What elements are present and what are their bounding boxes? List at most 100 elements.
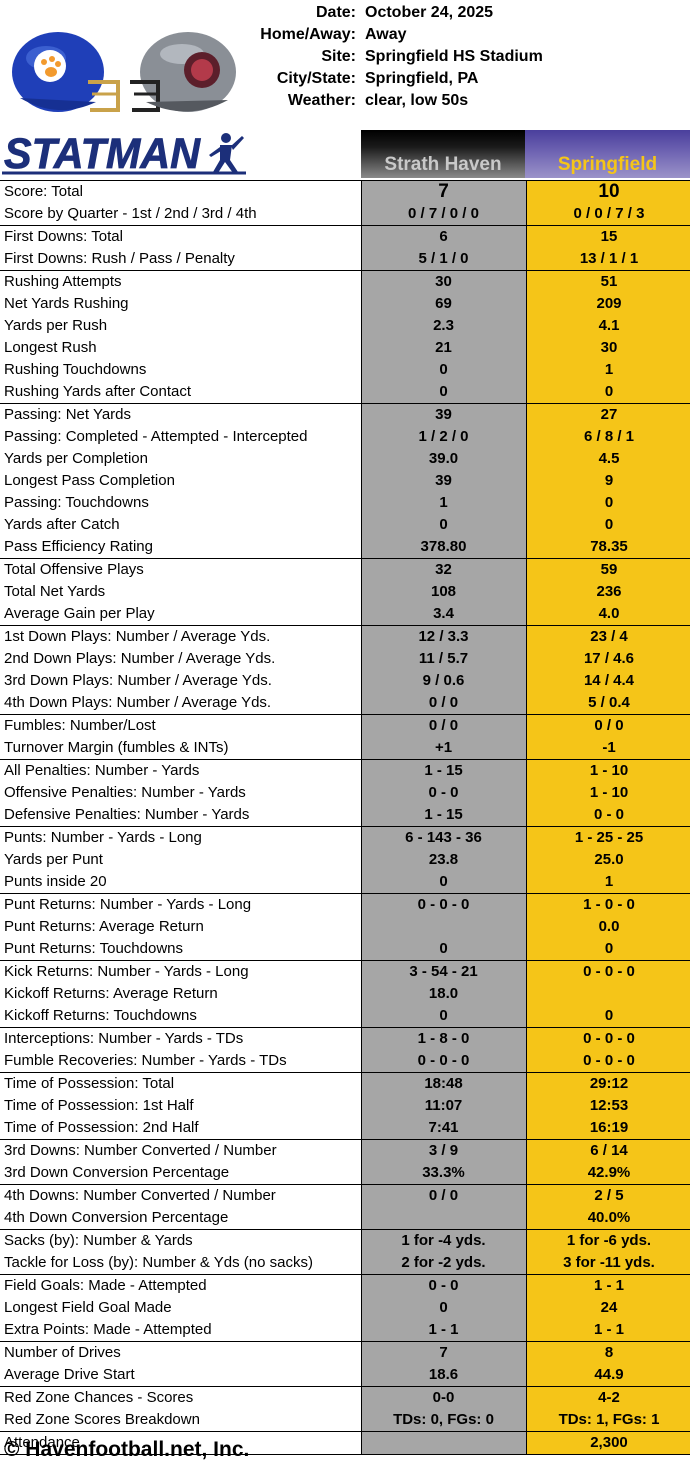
- home-value: 30: [525, 337, 690, 359]
- game-info-label: Date:: [315, 4, 356, 21]
- game-info-label: Weather:: [287, 92, 356, 109]
- stat-label: Kickoff Returns: Average Return: [4, 985, 218, 1002]
- stat-row: 1st Down Plays: Number / Average Yds. 12 …: [0, 625, 690, 648]
- away-value: 0 / 0: [360, 714, 526, 737]
- game-info-row: Home/Away: Away: [0, 25, 690, 47]
- home-value: 44.9: [525, 1364, 690, 1387]
- away-value: 3 - 54 - 21: [360, 960, 526, 983]
- stat-row: Average Drive Start 18.6 44.9: [0, 1364, 690, 1387]
- stat-label: Punt Returns: Number - Yards - Long: [0, 893, 361, 916]
- game-info: Date: October 24, 2025 Home/Away: Away Site:…: [0, 3, 690, 113]
- quarterback-icon: [209, 133, 244, 173]
- away-value: 6 - 143 - 36: [360, 826, 526, 849]
- away-value: 30: [360, 270, 526, 293]
- home-value: 209: [525, 293, 690, 315]
- stat-label: Rushing Attempts: [0, 270, 361, 293]
- game-info-row: Weather: clear, low 50s: [0, 91, 690, 113]
- home-value: 0 - 0: [525, 804, 690, 827]
- stat-label: Turnover Margin (fumbles & INTs): [4, 739, 229, 756]
- home-value: 0: [525, 492, 690, 514]
- home-value: 0.0: [525, 916, 690, 938]
- away-value: 2 for -2 yds.: [360, 1252, 526, 1275]
- stat-label: Average Gain per Play: [4, 605, 155, 622]
- stat-row: Red Zone Chances - Scores 0-0 4-2: [0, 1386, 690, 1409]
- stat-label: Fumble Recoveries: Number - Yards - TDs: [4, 1052, 287, 1069]
- home-value: 1 - 1: [525, 1319, 690, 1342]
- away-value: 21: [360, 337, 526, 359]
- stat-label: Longest Pass Completion: [4, 472, 175, 489]
- home-value: 0 / 0 / 7 / 3: [525, 203, 690, 226]
- game-info-value: Springfield HS Stadium: [365, 48, 543, 65]
- stat-row: 3rd Down Plays: Number / Average Yds. 9 /…: [0, 670, 690, 692]
- away-value: [360, 1207, 526, 1230]
- away-value: [360, 1431, 526, 1455]
- stat-row: Rushing Yards after Contact 0 0: [0, 381, 690, 404]
- away-team-header: Strath Haven: [361, 130, 525, 178]
- stat-label: Field Goals: Made - Attempted: [0, 1274, 361, 1297]
- away-value: 0 / 0: [360, 692, 526, 715]
- stats-table: Score: Total 7 10 Score by Quarter - 1st / …: [0, 180, 690, 1455]
- away-value: 6: [360, 225, 526, 248]
- home-value: 236: [525, 581, 690, 603]
- home-value: 4.0: [525, 603, 690, 626]
- home-value: 4-2: [525, 1386, 690, 1409]
- away-value: 378.80: [360, 536, 526, 559]
- stat-row: Passing: Completed - Attempted - Interce…: [0, 426, 690, 448]
- stat-row: 4th Down Plays: Number / Average Yds. 0 /…: [0, 692, 690, 715]
- home-value: 4.1: [525, 315, 690, 337]
- stat-row: Passing: Touchdowns 1 0: [0, 492, 690, 514]
- home-value: 13 / 1 / 1: [525, 248, 690, 271]
- stat-row: Time of Possession: Total 18:48 29:12: [0, 1072, 690, 1095]
- stat-label: Punts: Number - Yards - Long: [0, 826, 361, 849]
- game-info-value: clear, low 50s: [365, 92, 469, 109]
- copyright-footer: © Havenfootball.net, Inc.: [4, 1438, 250, 1461]
- home-value: 1 for -6 yds.: [525, 1229, 690, 1252]
- stat-label: Rushing Yards after Contact: [4, 383, 192, 400]
- away-value: 32: [360, 558, 526, 581]
- stat-label: 2nd Down Plays: Number / Average Yds.: [4, 650, 276, 667]
- home-team-name: Springfield: [557, 154, 658, 175]
- stat-label: Punt Returns: Average Return: [4, 918, 204, 935]
- away-value: 11 / 5.7: [360, 648, 526, 670]
- stat-label: Number of Drives: [0, 1341, 361, 1364]
- away-value: 9 / 0.6: [360, 670, 526, 692]
- home-value: 78.35: [525, 536, 690, 559]
- stat-row: 4th Down Conversion Percentage 40.0%: [0, 1207, 690, 1230]
- stat-row: Turnover Margin (fumbles & INTs) +1 -1: [0, 737, 690, 760]
- away-value: 1 for -4 yds.: [360, 1229, 526, 1252]
- game-info-label: City/State:: [276, 70, 356, 87]
- game-info-label: Site:: [321, 48, 356, 65]
- home-value: 5 / 0.4: [525, 692, 690, 715]
- team-header-row: Strath Haven Springfield: [0, 130, 690, 178]
- stat-row: Average Gain per Play 3.4 4.0: [0, 603, 690, 626]
- stat-label: Kickoff Returns: Touchdowns: [4, 1007, 197, 1024]
- stat-label: Defensive Penalties: Number - Yards: [4, 806, 250, 823]
- stat-row: Yards per Completion 39.0 4.5: [0, 448, 690, 470]
- stat-row: Defensive Penalties: Number - Yards 1 - 1…: [0, 804, 690, 827]
- away-value: 7: [360, 1341, 526, 1364]
- stat-label: Extra Points: Made - Attempted: [4, 1321, 212, 1338]
- away-value: 1 - 15: [360, 759, 526, 782]
- stat-row: Longest Field Goal Made 0 24: [0, 1297, 690, 1319]
- stat-row: 2nd Down Plays: Number / Average Yds. 11 …: [0, 648, 690, 670]
- stat-row: Total Net Yards 108 236: [0, 581, 690, 603]
- stat-row: 3rd Downs: Number Converted / Number 3 / …: [0, 1139, 690, 1162]
- home-value: 0: [525, 938, 690, 961]
- home-value: [525, 983, 690, 1005]
- home-value: 2 / 5: [525, 1184, 690, 1207]
- away-value: 39: [360, 470, 526, 492]
- game-info-value: Springfield, PA: [365, 70, 479, 87]
- stat-row: Total Offensive Plays 32 59: [0, 558, 690, 581]
- stat-label: Total Net Yards: [4, 583, 106, 600]
- stat-label: Longest Rush: [4, 339, 97, 356]
- away-value: 1: [360, 492, 526, 514]
- stat-label: Yards after Catch: [4, 516, 120, 533]
- away-value: 1 - 1: [360, 1319, 526, 1342]
- stat-label: Offensive Penalties: Number - Yards: [4, 784, 246, 801]
- stats-table-container: Score: Total 7 10 Score by Quarter - 1st / …: [0, 180, 690, 1455]
- stat-label: Punt Returns: Touchdowns: [4, 940, 183, 957]
- away-value: 0 / 0: [360, 1184, 526, 1207]
- stat-label: Passing: Net Yards: [0, 403, 361, 426]
- stat-label: First Downs: Total: [0, 225, 361, 248]
